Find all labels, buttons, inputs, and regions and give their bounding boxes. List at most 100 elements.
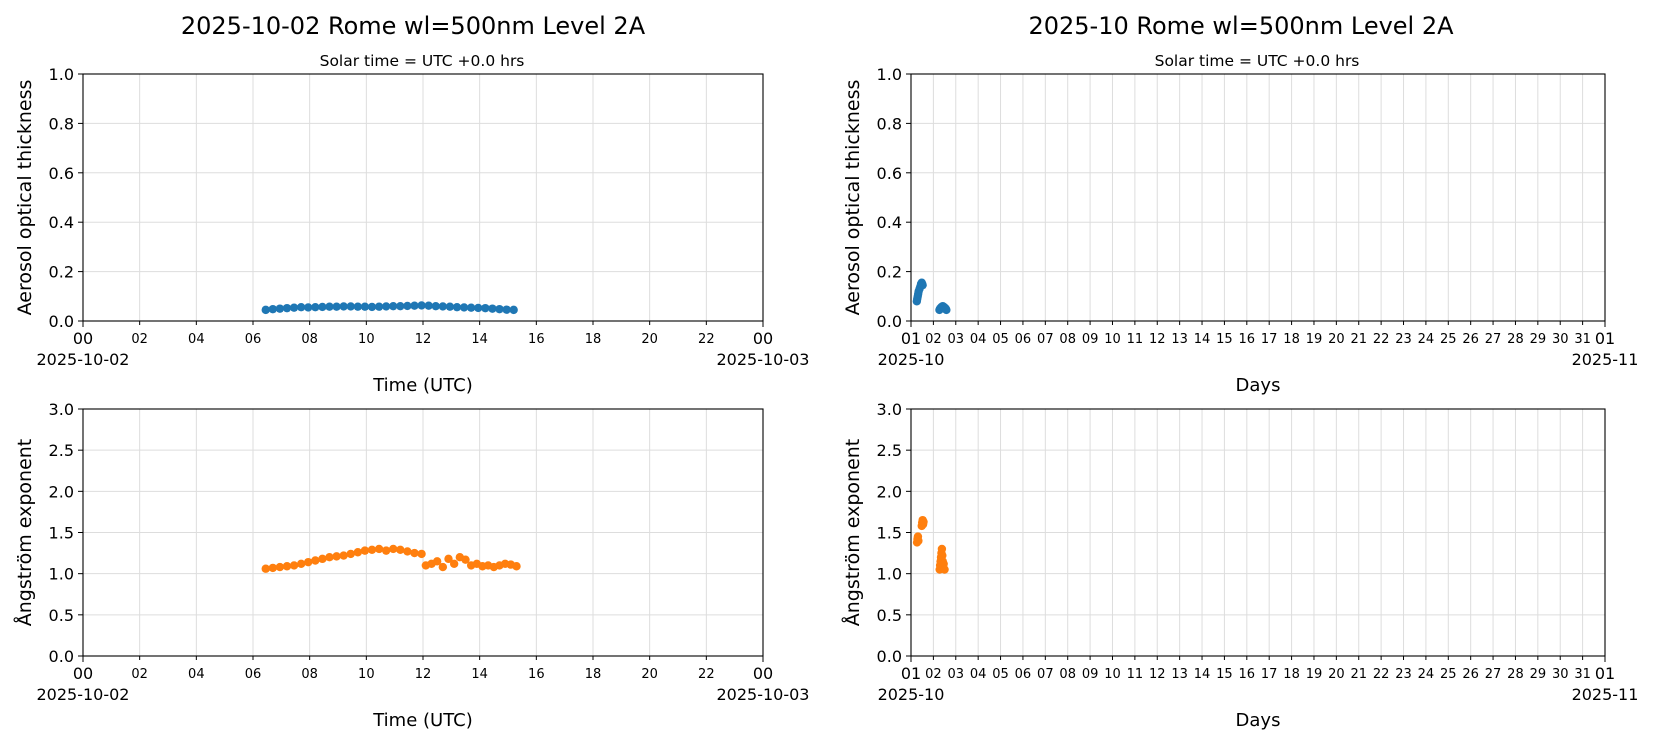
daily-aot-point [282,303,292,313]
daily-aot-ytick-label: 0.6 [49,164,74,183]
monthly-angstrom-point [914,536,923,545]
daily-aot-ytick-label: 0.8 [49,114,74,133]
daily-angstrom-point [332,552,341,561]
daily-aot-xlabel: Time (UTC) [372,375,473,396]
daily-aot-point [424,301,433,310]
daily-angstrom-point [353,548,363,557]
monthly-angstrom-xtick-label: 30 [1552,667,1569,682]
monthly-aot-xtick-label: 10 [1104,332,1121,347]
daily-aot-point [509,305,518,315]
daily-angstrom-xtick-label: 00 [73,664,93,683]
daily-aot-point [474,303,483,313]
daily-angstrom-xtick-label: 22 [698,667,715,682]
daily-angstrom-point [296,559,306,568]
daily-angstrom-xtick-label: 04 [188,667,205,682]
left-subtitle: Solar time = UTC +0.0 hrs [320,52,525,70]
daily-aot-point [346,302,355,311]
monthly-aot-xtick-label: 12 [1149,332,1166,347]
daily-angstrom-x-sublabel: 2025-10-02 [37,685,130,704]
daily-angstrom-point [360,546,370,555]
daily-angstrom-point [417,549,426,559]
monthly-aot-xtick-label: 26 [1462,332,1479,347]
daily-angstrom-point [512,562,521,571]
daily-angstrom-ytick-label: 1.0 [49,565,74,584]
daily-angstrom-point [325,553,334,562]
monthly-angstrom-xtick-label: 04 [970,667,987,682]
daily-aot-point [332,302,341,311]
monthly-angstrom-xtick-label: 22 [1373,667,1390,682]
daily-aot-point [389,301,398,311]
daily-aot-point [410,301,419,310]
daily-angstrom-point [381,546,391,555]
daily-aot-ylabel: Aerosol optical thickness [14,80,36,316]
monthly-aot-x-sublabel: 2025-10 [878,350,945,369]
monthly-angstrom-xtick-label: 06 [1015,667,1032,682]
monthly-angstrom-ytick-label: 1.0 [877,565,902,584]
monthly-aot-xtick-label: 01 [1595,329,1615,348]
monthly-angstrom-ytick-label: 2.0 [877,482,902,501]
monthly-aot-xtick-label: 31 [1574,332,1591,347]
daily-angstrom-point [432,557,442,566]
monthly-aot-point [918,280,927,290]
monthly-angstrom-xtick-label: 20 [1328,667,1345,682]
daily-angstrom-point [444,554,453,564]
daily-aot-point [374,302,384,311]
monthly-aot-plot-area [911,74,1605,321]
monthly-angstrom-ytick-label: 0.0 [877,647,902,666]
monthly-angstrom-ytick-label: 3.0 [877,400,902,419]
monthly-aot-ytick-label: 0.4 [877,213,902,232]
daily-aot-xtick-label: 10 [358,332,375,347]
monthly-angstrom-xtick-label: 17 [1261,667,1278,682]
monthly-angstrom-xtick-label: 25 [1440,667,1457,682]
daily-aot-point [502,305,511,314]
daily-aot-point [275,304,285,313]
daily-aot-xtick-label: 04 [188,332,205,347]
daily-aot-point [417,301,426,310]
daily-angstrom-point [367,545,377,554]
monthly-aot-xtick-label: 18 [1283,332,1300,347]
monthly-angstrom-ytick-label: 1.5 [877,524,902,543]
daily-angstrom-point [275,562,285,572]
daily-angstrom-point [311,556,320,565]
daily-aot-xtick-label: 12 [415,332,432,347]
daily-aot-point [360,302,370,311]
monthly-angstrom-xtick-label: 11 [1127,667,1144,682]
daily-aot-xtick-label: 00 [753,329,773,348]
daily-aot-point [353,302,363,311]
daily-aot-point [318,302,327,312]
daily-aot-point [268,304,278,314]
daily-aot-point [495,304,504,314]
daily-aot-xtick-label: 18 [585,332,602,347]
monthly-aot-ylabel: Aerosol optical thickness [842,80,864,316]
daily-angstrom-ytick-label: 0.0 [49,647,74,666]
daily-aot-ytick-label: 0.4 [49,213,74,232]
monthly-angstrom-xtick-label: 28 [1507,667,1524,682]
daily-angstrom-point [318,554,327,564]
daily-aot-xtick-label: 14 [471,332,488,347]
daily-aot-ytick-label: 1.0 [49,65,74,84]
monthly-angstrom-xtick-label: 31 [1574,667,1591,682]
monthly-aot-xlabel: Days [1236,375,1281,396]
monthly-aot-xtick-label: 04 [970,332,987,347]
monthly-angstrom-xtick-label: 26 [1462,667,1479,682]
daily-aot-point [261,305,270,315]
daily-aot-xtick-label: 08 [301,332,318,347]
daily-angstrom-point [449,559,459,568]
daily-aot-x-sublabel: 2025-10-03 [717,350,810,369]
monthly-aot-xtick-label: 06 [1015,332,1032,347]
daily-angstrom-xtick-label: 20 [641,667,658,682]
daily-angstrom-point [389,544,398,554]
right-figure-title: 2025-10 Rome wl=500nm Level 2A [1028,12,1454,40]
daily-angstrom-point [374,544,384,554]
monthly-aot-xtick-label: 07 [1037,332,1054,347]
daily-angstrom-xtick-label: 02 [131,667,148,682]
monthly-angstrom-xtick-label: 18 [1283,667,1300,682]
daily-angstrom-x-sublabel: 2025-10-03 [717,685,810,704]
daily-aot-point [304,303,313,312]
daily-aot-xtick-label: 00 [73,329,93,348]
left-figure-title: 2025-10-02 Rome wl=500nm Level 2A [181,12,646,40]
right-subtitle: Solar time = UTC +0.0 hrs [1155,52,1360,70]
monthly-angstrom-point [937,544,947,554]
daily-angstrom-point [346,549,355,559]
